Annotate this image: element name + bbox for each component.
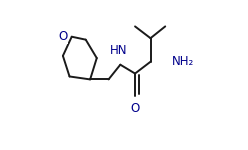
Text: O: O xyxy=(130,102,140,115)
Text: O: O xyxy=(58,30,67,43)
Text: HN: HN xyxy=(110,44,128,57)
Text: NH₂: NH₂ xyxy=(172,55,194,68)
Text: HN: HN xyxy=(110,44,128,57)
Text: O: O xyxy=(58,30,67,43)
Text: O: O xyxy=(130,102,140,115)
Text: NH₂: NH₂ xyxy=(172,55,194,68)
